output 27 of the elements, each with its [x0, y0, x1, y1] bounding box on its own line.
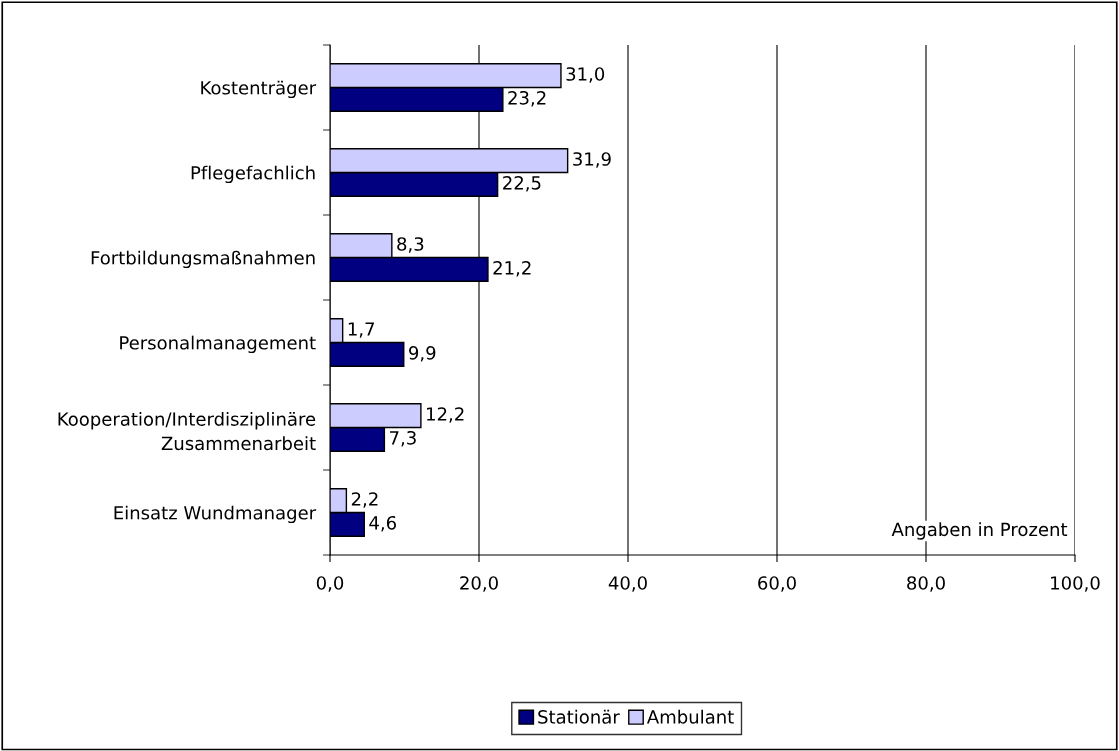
data-label: 7,3	[390, 430, 416, 447]
legend-label: Ambulant	[646, 709, 734, 724]
data-label: 22,5	[503, 175, 541, 192]
x-tick-label: 60,0	[758, 576, 796, 592]
data-label: 21,2	[493, 260, 531, 277]
data-label: 9,9	[409, 345, 436, 362]
data-label: 12,2	[427, 407, 464, 423]
y-tick-label: Kooperation/Interdisziplinäre Zusammenarbeit	[58, 411, 316, 451]
y-tick-label: Fortbildungsmaßnahmen	[91, 250, 315, 269]
legend-label: Stationär	[538, 709, 620, 724]
y-tick-label: Einsatz Wundmanager	[114, 505, 317, 524]
x-tick-label: 40,0	[608, 576, 647, 592]
annotation: Angaben in Prozent	[891, 522, 1068, 540]
data-label: 4,6	[369, 515, 397, 532]
data-label: 31,0	[566, 67, 605, 83]
data-label: 31,9	[573, 152, 611, 168]
x-tick-label: 80,0	[907, 576, 945, 592]
data-label: 23,2	[508, 90, 546, 107]
y-tick-label: Pflegefachlich	[191, 165, 315, 184]
x-tick-label: 0,0	[316, 576, 344, 592]
x-tick-label: 20,0	[460, 576, 498, 592]
y-tick-label: Personalmanagement	[120, 335, 316, 354]
y-tick-label: Kostenträger	[201, 80, 317, 99]
x-tick-label: 100,0	[1051, 576, 1100, 592]
data-label: 8,3	[397, 237, 424, 253]
data-label: 2,2	[351, 492, 378, 508]
data-label: 1,7	[348, 322, 374, 338]
